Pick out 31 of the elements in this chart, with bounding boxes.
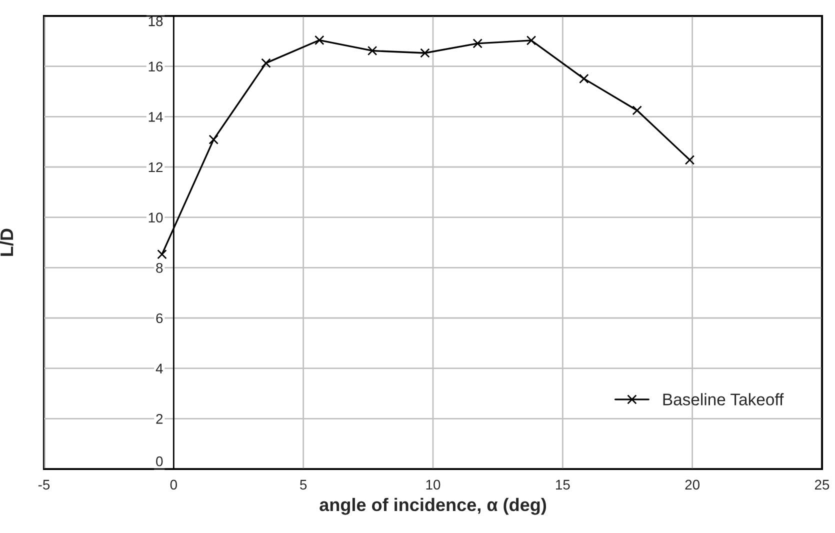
point <box>579 74 589 84</box>
x-tick-label: 15 <box>556 480 570 490</box>
x-tick-label: -5 <box>38 480 50 490</box>
y-tick-label: 2 <box>156 414 163 424</box>
y-axis-title: L/D <box>0 228 14 256</box>
y-tick-label: 14 <box>148 112 163 122</box>
point <box>632 106 642 116</box>
point <box>526 36 536 46</box>
y-tick-label: 6 <box>156 313 163 324</box>
point <box>208 134 218 144</box>
y-tick-label: 0 <box>156 456 163 466</box>
y-tick-label: 12 <box>148 162 163 172</box>
y-tick-label: 10 <box>148 212 163 223</box>
x-tick-label: 0 <box>170 480 177 490</box>
x-tick-label: 20 <box>685 480 700 490</box>
x-tick-label: 25 <box>814 480 830 490</box>
point <box>261 58 271 68</box>
x-tick-label: 5 <box>300 480 307 490</box>
point <box>314 35 324 46</box>
legend-label: Baseline Takeoff <box>663 393 784 406</box>
y-tick-label: 4 <box>156 364 163 374</box>
y-tick-label: 16 <box>148 62 163 72</box>
point <box>420 48 430 58</box>
point <box>367 46 378 56</box>
x-tick-label: 10 <box>426 480 440 490</box>
point <box>684 155 695 165</box>
point <box>472 38 482 48</box>
x-axis-title: angle of incidence, α (deg) <box>320 498 546 515</box>
point <box>157 249 167 260</box>
y-tick-label: 8 <box>156 263 163 273</box>
y-tick-label: 18 <box>148 16 163 26</box>
